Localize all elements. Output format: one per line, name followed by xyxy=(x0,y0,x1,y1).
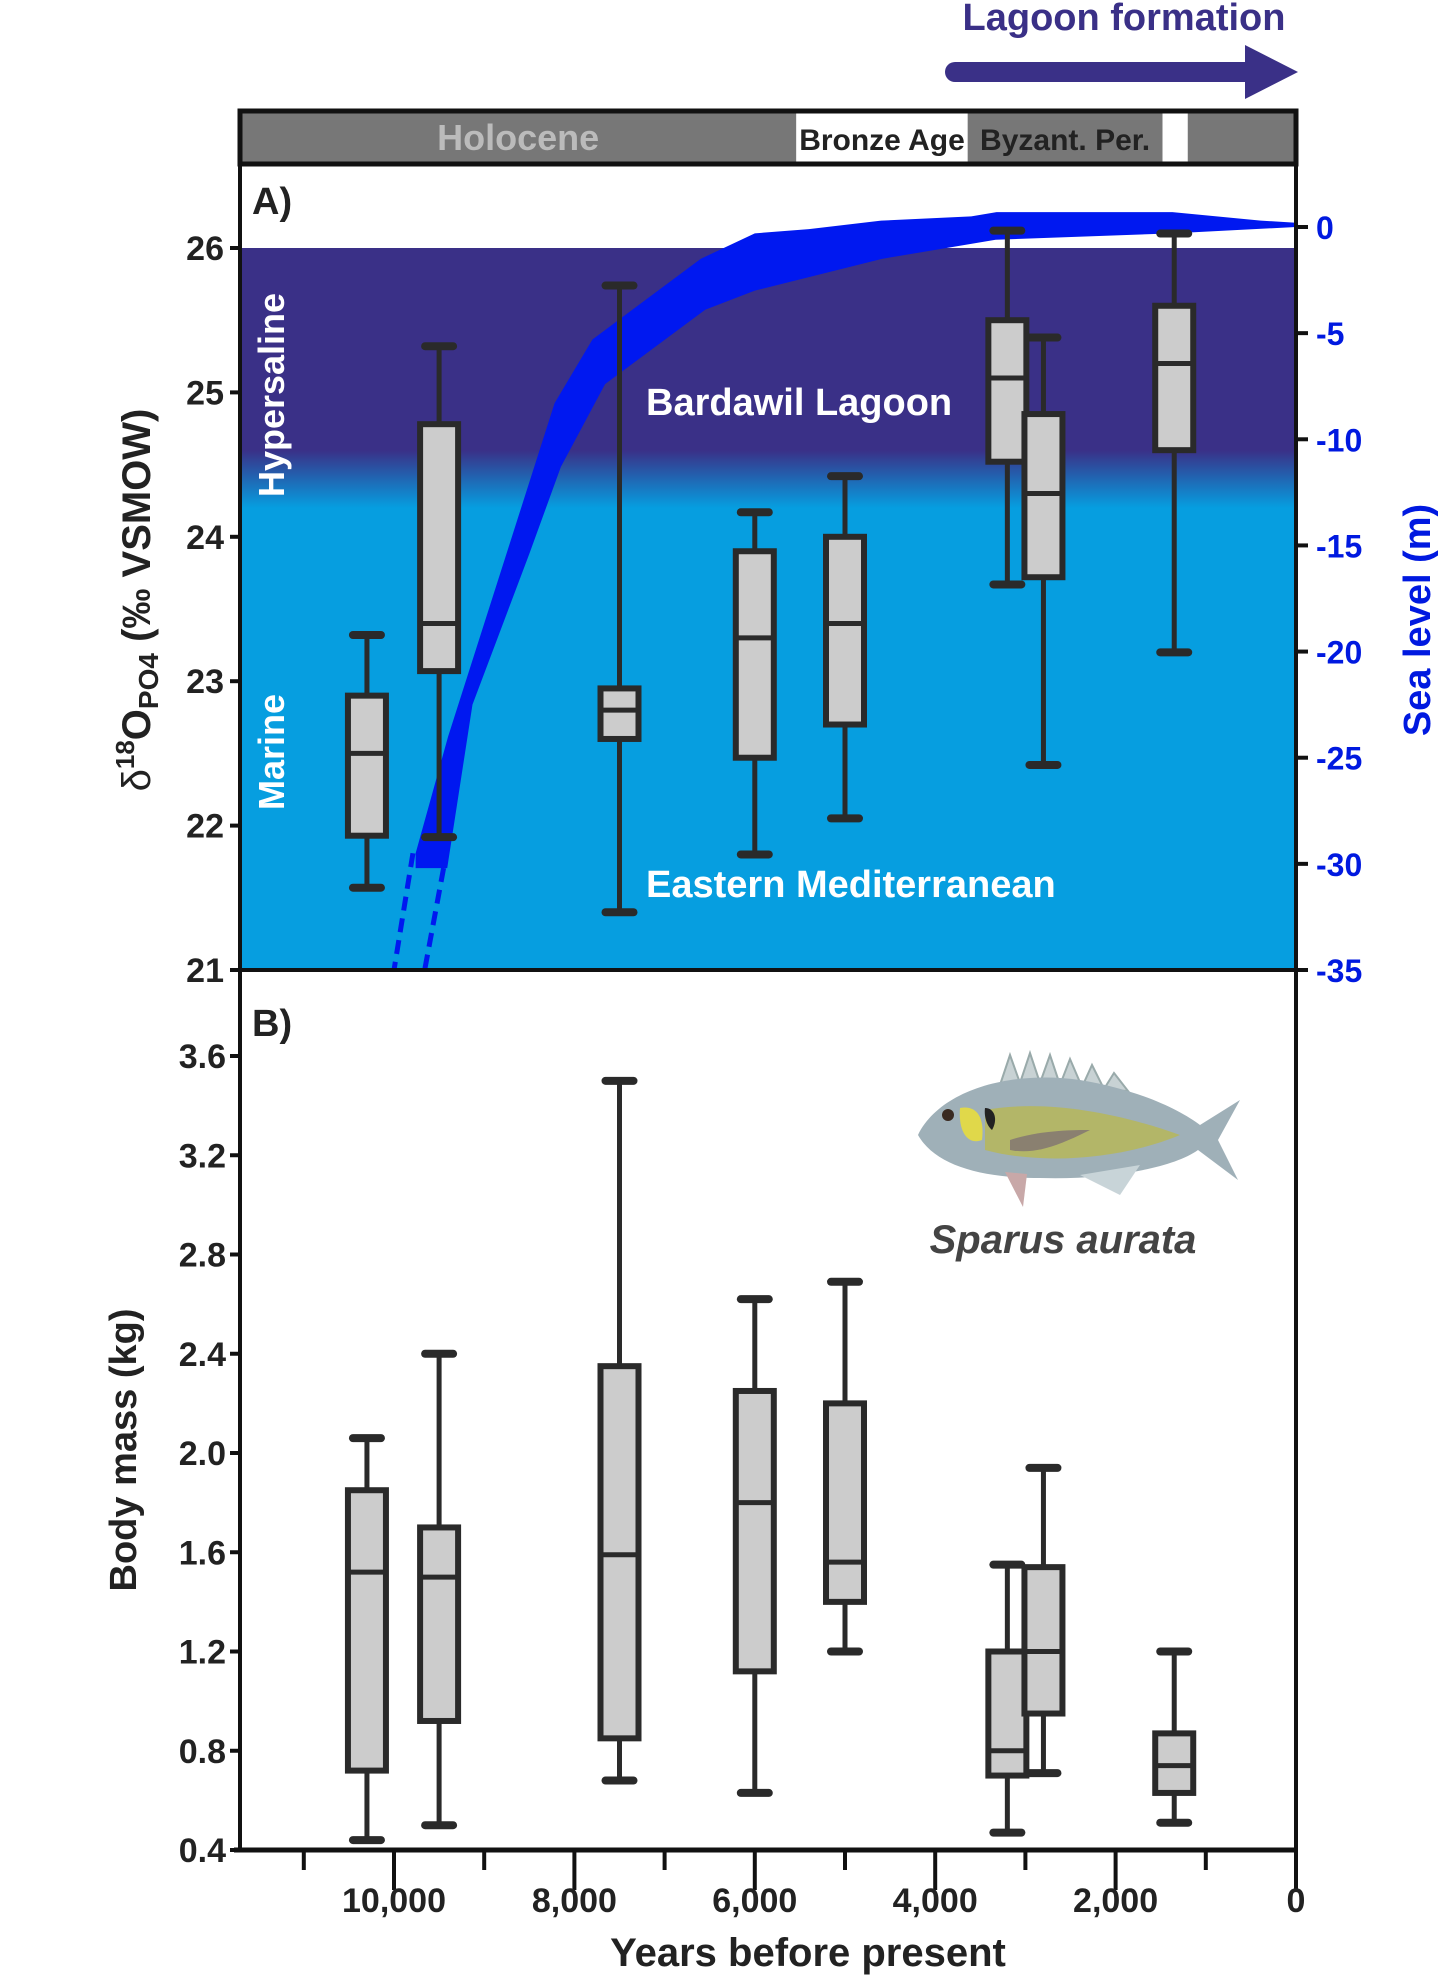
panel-b-box xyxy=(985,1560,1030,1837)
y-tick-label: 1.6 xyxy=(179,1534,226,1572)
panel-a-box xyxy=(597,281,642,917)
box-iqr xyxy=(344,692,389,839)
y-axis-label-body-mass: Body mass (kg) xyxy=(103,1309,145,1592)
x-tick-label: 10,000 xyxy=(342,1882,446,1920)
panel-a-frame xyxy=(238,162,1298,972)
period-band xyxy=(967,113,1163,163)
panel-a-box xyxy=(344,630,389,892)
panel-b-box xyxy=(597,1076,642,1785)
panel-b-box xyxy=(417,1349,462,1830)
period-label: Holocene xyxy=(437,117,599,158)
panel-a-box xyxy=(1021,333,1066,769)
period-band xyxy=(1187,113,1296,163)
x-tick-label: 8,000 xyxy=(532,1882,617,1920)
annotation-bardawil-lagoon: Bardawil Lagoon xyxy=(646,382,952,424)
box-iqr xyxy=(823,533,867,728)
lagoon-formation-arrow xyxy=(945,45,1298,99)
x-tick-label: 6,000 xyxy=(712,1882,797,1920)
zone-label-hypersaline: Hypersaline xyxy=(251,293,292,497)
panel-b-box xyxy=(1021,1463,1066,1778)
y-tick-label: 2.4 xyxy=(179,1336,226,1374)
sea-level-tick-label: 0 xyxy=(1316,210,1334,246)
y-tick-label: 1.2 xyxy=(179,1634,226,1672)
y-tick-label: 22 xyxy=(186,808,224,846)
annotation-eastern-mediterranean: Eastern Mediterranean xyxy=(646,864,1056,906)
sea-level-tick-label: -30 xyxy=(1316,847,1362,883)
sea-level-tick-label: -15 xyxy=(1316,528,1362,564)
box-iqr xyxy=(417,421,462,675)
y-tick-label: 2.0 xyxy=(179,1435,226,1473)
panel-a-box xyxy=(732,508,777,859)
sea-level-tick-label: -25 xyxy=(1316,741,1362,777)
y-tick-label: 21 xyxy=(186,952,224,990)
fish-illustration xyxy=(918,1049,1240,1207)
zone-label-marine: Marine xyxy=(251,694,292,810)
panel-b-box xyxy=(344,1434,389,1845)
y-tick-label: 23 xyxy=(186,663,224,701)
x-tick-label: 2,000 xyxy=(1073,1882,1158,1920)
y-tick-label: 3.2 xyxy=(179,1137,226,1175)
species-label: Sparus aurata xyxy=(930,1218,1197,1262)
sea-level-tick-label: -20 xyxy=(1316,635,1362,671)
sea-level-tick-label: -35 xyxy=(1316,953,1362,989)
lagoon-formation-label: Lagoon formation xyxy=(963,0,1286,39)
period-label: Bronze Age xyxy=(799,124,965,157)
y-tick-label: 0.8 xyxy=(179,1733,226,1771)
panel-b-box xyxy=(823,1277,867,1656)
y-tick-label: 25 xyxy=(186,374,224,412)
y-tick-label: 26 xyxy=(186,230,224,268)
box-iqr xyxy=(732,548,777,761)
period-band xyxy=(240,113,797,163)
y-axis-label-sea-level: Sea level (m) xyxy=(1397,504,1439,736)
box-iqr xyxy=(344,1487,389,1774)
y-tick-label: 0.4 xyxy=(179,1832,226,1870)
panel-b-label: B) xyxy=(252,1003,292,1045)
panel-b-box xyxy=(1152,1647,1197,1827)
y-axis-label-d18o: δ18OPO4 (‰ VSMOW) xyxy=(110,409,164,792)
period-band xyxy=(796,113,968,163)
y-tick-label: 2.8 xyxy=(179,1237,226,1275)
y-tick-label: 24 xyxy=(186,519,224,557)
panel-a-box xyxy=(417,342,462,842)
panel-a-box xyxy=(1152,229,1197,657)
box-iqr xyxy=(1152,302,1197,454)
box-iqr xyxy=(417,1524,462,1724)
panel-b-box xyxy=(732,1295,777,1797)
x-tick-label: 4,000 xyxy=(893,1882,978,1920)
x-axis-label: Years before present xyxy=(610,1931,1006,1975)
box-iqr xyxy=(985,1648,1030,1779)
panel-a-label: A) xyxy=(252,181,292,223)
panel-a-box xyxy=(985,226,1030,589)
panel-a-box xyxy=(823,472,867,823)
box-iqr xyxy=(1021,1564,1066,1717)
period-band xyxy=(1162,113,1188,163)
sea-level-dashed-extension xyxy=(422,867,447,971)
y-tick-label: 3.6 xyxy=(179,1038,226,1076)
period-label: Byzant. Per. xyxy=(980,124,1150,157)
sea-level-tick-label: -5 xyxy=(1316,316,1344,352)
box-iqr xyxy=(823,1400,867,1605)
box-iqr xyxy=(597,685,642,742)
sea-level-dashed-extension xyxy=(391,852,416,971)
sea-level-tick-label: -10 xyxy=(1316,422,1362,458)
x-tick-label: 0 xyxy=(1287,1882,1306,1920)
box-iqr xyxy=(732,1387,777,1675)
box-iqr xyxy=(985,317,1030,465)
